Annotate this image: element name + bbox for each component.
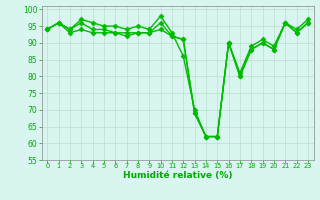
- X-axis label: Humidité relative (%): Humidité relative (%): [123, 171, 232, 180]
